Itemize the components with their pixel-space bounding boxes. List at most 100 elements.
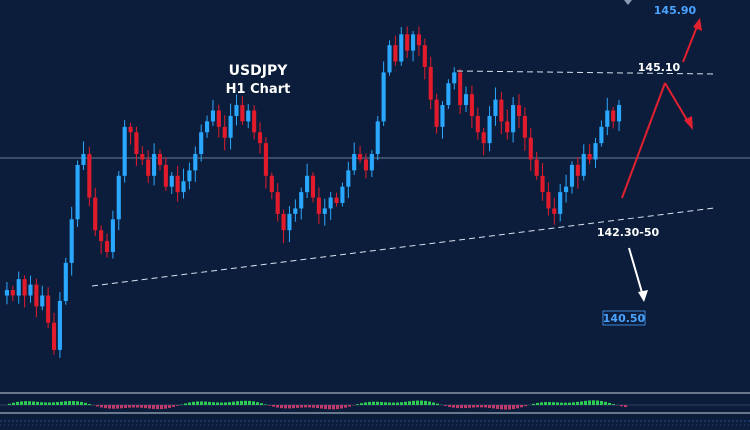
candle <box>334 197 339 203</box>
candle <box>275 192 280 214</box>
oscillator-histogram <box>8 400 627 410</box>
oscillator-bar <box>172 405 175 407</box>
oscillator-bar <box>312 405 315 408</box>
candle <box>175 175 180 193</box>
oscillator-bar <box>516 405 519 409</box>
oscillator-bar <box>436 403 439 405</box>
oscillator-bar <box>40 402 43 405</box>
candle <box>516 105 522 116</box>
oscillator-bar <box>376 401 379 405</box>
candle <box>299 192 304 209</box>
oscillator-bar <box>588 400 591 405</box>
candle <box>287 213 292 231</box>
oscillator-bar <box>412 400 415 405</box>
candle <box>134 132 139 155</box>
oscillator-bar <box>328 405 331 410</box>
candle <box>16 279 21 296</box>
oscillator-bar <box>584 400 587 405</box>
candle <box>63 262 68 301</box>
oscillator-bar <box>444 405 447 406</box>
oscillator-bar <box>608 402 611 405</box>
candle <box>140 154 145 160</box>
oscillator-bar <box>148 405 151 409</box>
oscillator-bar <box>128 405 131 408</box>
oscillator-bar <box>464 405 467 409</box>
candle <box>522 115 527 138</box>
oscillator-bar <box>336 405 339 410</box>
candle <box>216 110 221 127</box>
candle <box>358 154 363 160</box>
oscillator-bar <box>400 402 403 405</box>
oscillator-bar <box>208 401 211 405</box>
oscillator-bar <box>344 405 347 408</box>
candle <box>346 170 351 187</box>
candle <box>434 99 439 127</box>
candle <box>340 186 345 203</box>
candle <box>122 126 127 176</box>
oscillator-bar <box>360 403 363 405</box>
oscillator-bar <box>292 405 295 409</box>
candle <box>481 132 486 144</box>
oscillator-bar <box>184 403 187 405</box>
oscillator-bar <box>100 405 103 408</box>
oscillator-bar <box>340 405 343 409</box>
candle <box>487 115 492 144</box>
candle <box>152 154 157 176</box>
oscillator-bar <box>408 401 411 405</box>
candle <box>34 284 39 307</box>
oscillator-bar <box>108 405 111 409</box>
oscillator-bar <box>136 405 139 408</box>
oscillator-bar <box>424 400 427 405</box>
oscillator-bar <box>160 405 163 410</box>
oscillator-bar <box>200 401 203 405</box>
candle <box>410 34 416 51</box>
oscillator-bar <box>24 401 27 405</box>
candle <box>505 121 510 133</box>
oscillator-bar <box>604 401 607 405</box>
candle <box>458 72 463 106</box>
candle <box>393 45 398 62</box>
oscillator-bar <box>348 405 351 407</box>
oscillator-bar <box>368 401 371 405</box>
oscillator-bar <box>276 405 279 408</box>
candle <box>40 295 45 307</box>
oscillator-bar <box>404 401 407 405</box>
candle <box>187 170 192 182</box>
oscillator-bar <box>324 405 327 409</box>
candle <box>116 175 121 220</box>
candle <box>463 94 469 106</box>
candle <box>605 110 610 127</box>
oscillator-bar <box>72 401 75 405</box>
candle <box>4 290 10 296</box>
candle <box>469 94 474 116</box>
oscillator-bar <box>508 405 511 410</box>
oscillator-bar <box>96 405 99 407</box>
oscillator-bar <box>576 401 579 405</box>
oscillator-bar <box>612 404 615 405</box>
oscillator-bar <box>124 405 127 408</box>
lower-target-arrow-line <box>628 247 644 297</box>
candle <box>352 154 357 171</box>
candle <box>575 164 580 176</box>
oscillator-bar <box>228 402 231 405</box>
oscillator-bar <box>32 401 35 405</box>
candle <box>204 121 210 133</box>
oscillator-bar <box>256 402 259 405</box>
oscillator-bar <box>476 405 479 408</box>
oscillator-bar <box>332 405 335 410</box>
candle <box>593 143 598 160</box>
candle <box>157 154 163 165</box>
oscillator-bar <box>316 405 319 409</box>
oscillator-bar <box>52 402 55 405</box>
candle <box>252 110 257 133</box>
oscillator-bar <box>396 402 399 405</box>
oscillator-bar <box>572 402 575 405</box>
candle <box>581 154 586 176</box>
candle <box>193 154 198 171</box>
candle <box>169 175 174 187</box>
upper-target-label: 145.90 <box>654 4 697 17</box>
oscillator-bar <box>64 401 67 405</box>
oscillator-bar <box>240 400 243 405</box>
lower-target-label: 140.50 <box>603 312 646 325</box>
oscillator-bar <box>132 405 135 408</box>
